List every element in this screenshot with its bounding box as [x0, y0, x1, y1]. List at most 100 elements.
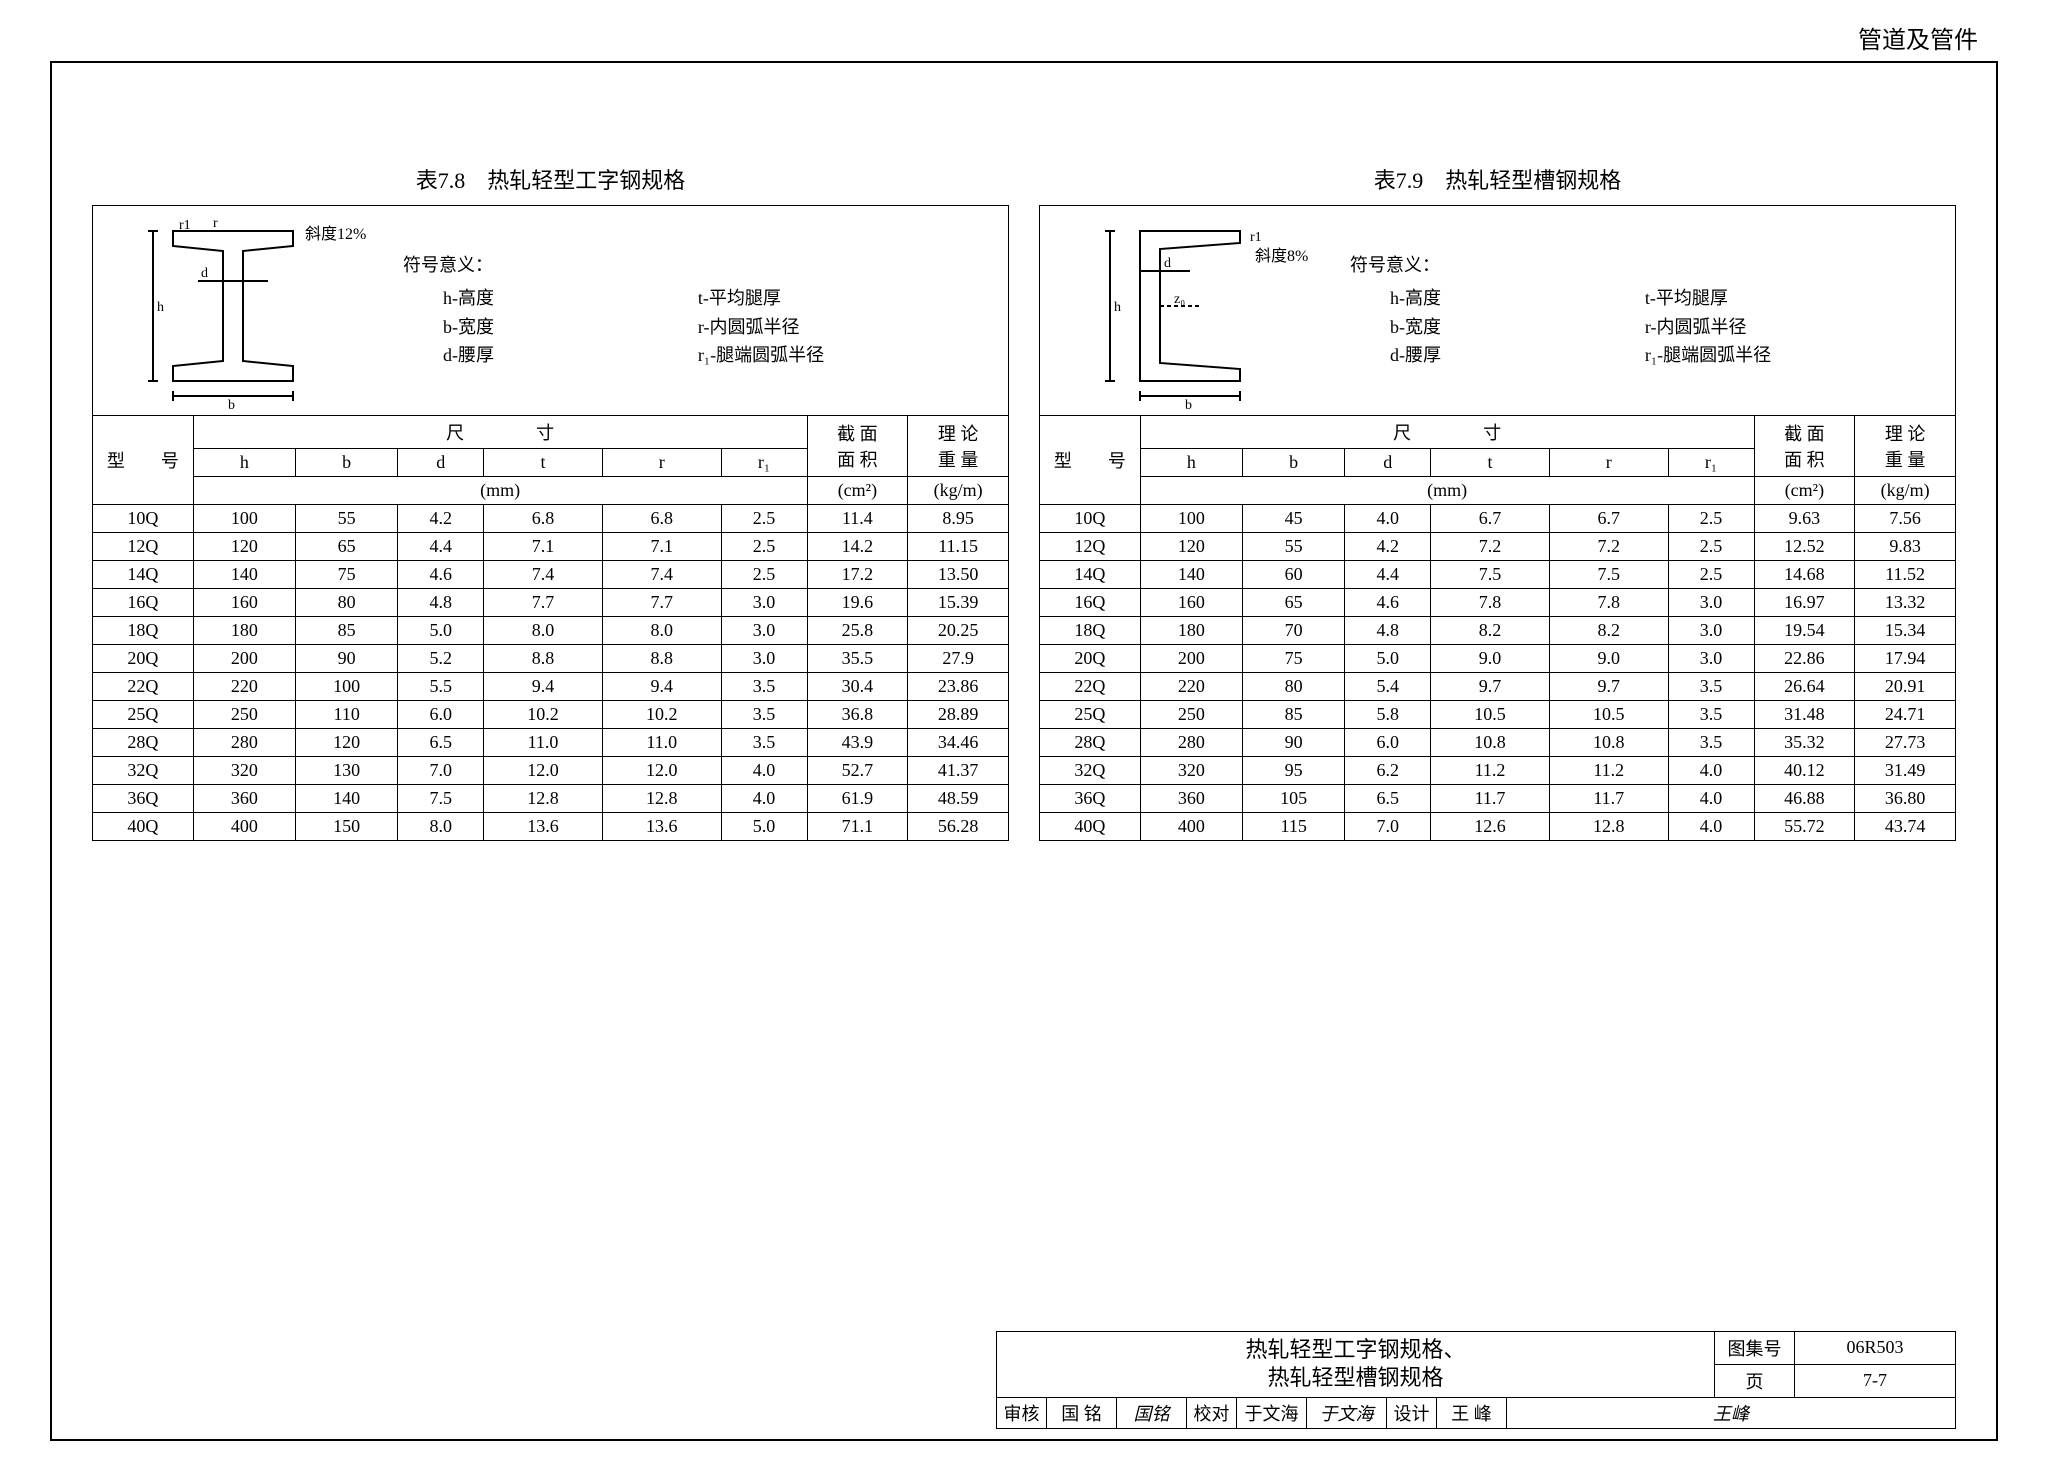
table-cell: 4.0 [1345, 505, 1431, 533]
table-cell: 9.4 [484, 673, 603, 701]
table-cell: 85 [1243, 701, 1345, 729]
table-cell: 31.49 [1855, 757, 1956, 785]
table-cell: 11.4 [807, 505, 908, 533]
channel-diagram: r1 斜度8% d z₀ h b [1060, 211, 1320, 411]
table-cell: 17.94 [1855, 645, 1956, 673]
table-cell: 360 [1140, 785, 1242, 813]
table-cell: 20Q [1040, 645, 1141, 673]
table-cell: 8.0 [484, 617, 603, 645]
table-cell: 100 [1140, 505, 1242, 533]
table-cell: 400 [1140, 813, 1242, 841]
svg-text:r1: r1 [179, 218, 191, 233]
table-cell: 40.12 [1754, 757, 1855, 785]
col-area-r: 截 面 面 积 [1754, 416, 1855, 477]
i-beam-legend: 符号意义： h-高度 t-平均腿厚 b-宽度 r-内圆弧半径 d-腰厚 r₁-腿… [373, 251, 988, 370]
legend-d: d-腰厚 [443, 341, 658, 370]
table-cell: 5.4 [1345, 673, 1431, 701]
table-cell: 90 [1243, 729, 1345, 757]
table-cell: 180 [193, 617, 295, 645]
table-row: 36Q3601056.511.711.74.046.8836.80 [1040, 785, 1956, 813]
table-cell: 4.2 [1345, 533, 1431, 561]
legend-title: 符号意义： [403, 251, 988, 280]
table-cell: 22Q [1040, 673, 1141, 701]
table-row: 28Q2801206.511.011.03.543.934.46 [93, 729, 1009, 757]
col-r1: r₁ [721, 449, 807, 477]
table-row: 22Q220805.49.79.73.526.6420.91 [1040, 673, 1956, 701]
table-cell: 320 [193, 757, 295, 785]
table-row: 10Q100554.26.86.82.511.48.95 [93, 505, 1009, 533]
table-cell: 7.8 [1431, 589, 1550, 617]
table-cell: 36Q [93, 785, 194, 813]
table-cell: 61.9 [807, 785, 908, 813]
page-value: 7-7 [1795, 1365, 1955, 1397]
table-cell: 11.52 [1855, 561, 1956, 589]
table-cell: 12.0 [484, 757, 603, 785]
table-cell: 280 [1140, 729, 1242, 757]
atlas-label: 图集号 [1715, 1332, 1795, 1364]
design-signature: 王峰 [1507, 1398, 1955, 1428]
table-cell: 6.5 [398, 729, 484, 757]
table-cell: 28Q [1040, 729, 1141, 757]
table-cell: 3.0 [721, 617, 807, 645]
legend-b: b-宽度 [443, 313, 658, 342]
table-cell: 25.8 [807, 617, 908, 645]
table-cell: 200 [193, 645, 295, 673]
table-cell: 150 [296, 813, 398, 841]
col-area-unit-r: (cm²) [1754, 477, 1855, 505]
table-cell: 4.2 [398, 505, 484, 533]
table-cell: 48.59 [908, 785, 1009, 813]
table-cell: 6.2 [1345, 757, 1431, 785]
right-panel: 表7.9 热轧轻型槽钢规格 r1 斜度8% [1039, 163, 1956, 841]
design-label: 设计 [1387, 1398, 1437, 1428]
col-weight-unit: (kg/m) [908, 477, 1009, 505]
col-h: h [193, 449, 295, 477]
table-cell: 11.0 [602, 729, 721, 757]
table-cell: 10.5 [1549, 701, 1668, 729]
table-cell: 6.7 [1431, 505, 1550, 533]
table-cell: 7.8 [1549, 589, 1668, 617]
table-cell: 12.0 [602, 757, 721, 785]
review-signature: 国铭 [1117, 1398, 1187, 1428]
table-row: 36Q3601407.512.812.84.061.948.59 [93, 785, 1009, 813]
table-cell: 10.8 [1549, 729, 1668, 757]
col-dim-r: 尺 寸 [1140, 416, 1754, 449]
table-cell: 3.5 [1668, 701, 1754, 729]
table-cell: 71.1 [807, 813, 908, 841]
legend-t: t-平均腿厚 [698, 284, 988, 313]
table-cell: 55 [1243, 533, 1345, 561]
table-cell: 130 [296, 757, 398, 785]
table-cell: 2.5 [1668, 561, 1754, 589]
table-cell: 15.39 [908, 589, 1009, 617]
table-cell: 14.68 [1754, 561, 1855, 589]
table-row: 14Q140754.67.47.42.517.213.50 [93, 561, 1009, 589]
table-cell: 95 [1243, 757, 1345, 785]
table-7-9: 型 号 尺 寸 截 面 面 积 理 论 重 量 h b d t r r₁ [1039, 415, 1956, 841]
svg-text:h: h [1114, 300, 1121, 315]
table-cell: 70 [1243, 617, 1345, 645]
table-cell: 12.6 [1431, 813, 1550, 841]
table-cell: 32Q [1040, 757, 1141, 785]
table-cell: 43.9 [807, 729, 908, 757]
col-unit-r: (mm) [1140, 477, 1754, 505]
table-cell: 6.0 [1345, 729, 1431, 757]
slope-label-r: 斜度8% [1255, 247, 1308, 265]
table-row: 18Q180704.88.28.23.019.5415.34 [1040, 617, 1956, 645]
table-cell: 4.0 [721, 757, 807, 785]
table-cell: 9.0 [1549, 645, 1668, 673]
table-cell: 4.0 [1668, 813, 1754, 841]
table-cell: 32Q [93, 757, 194, 785]
table-row: 32Q320956.211.211.24.040.1231.49 [1040, 757, 1956, 785]
svg-text:z₀: z₀ [1174, 292, 1185, 307]
col-dim: 尺 寸 [193, 416, 807, 449]
table-cell: 26.64 [1754, 673, 1855, 701]
table-cell: 80 [296, 589, 398, 617]
col-h-r: h [1140, 449, 1242, 477]
table-cell: 8.2 [1431, 617, 1550, 645]
table-cell: 90 [296, 645, 398, 673]
table-cell: 3.0 [721, 645, 807, 673]
legend-r-r: r-内圆弧半径 [1645, 313, 1935, 342]
table-cell: 80 [1243, 673, 1345, 701]
table-cell: 3.5 [721, 729, 807, 757]
table-row: 14Q140604.47.57.52.514.6811.52 [1040, 561, 1956, 589]
table-cell: 65 [296, 533, 398, 561]
